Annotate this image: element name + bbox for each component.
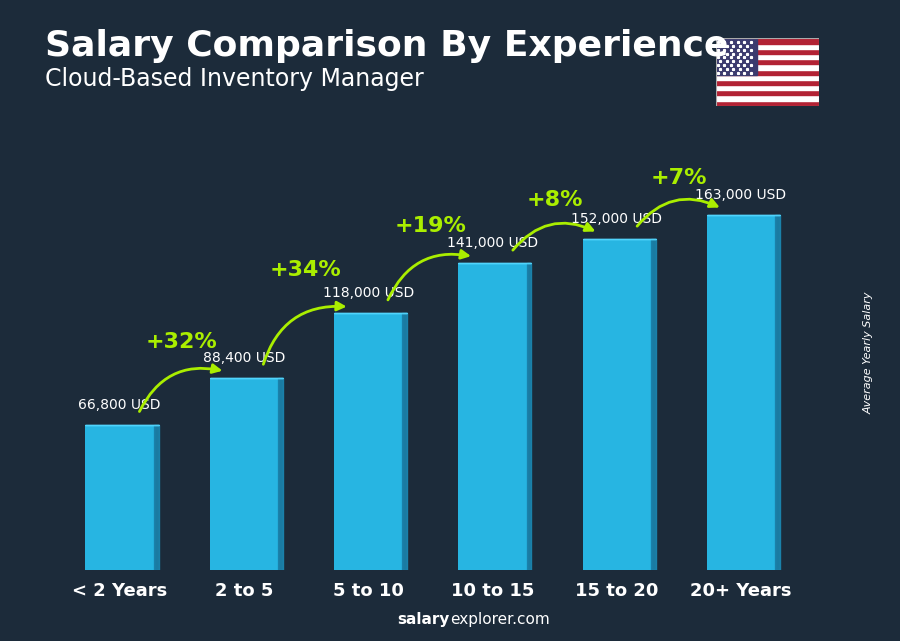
Bar <box>716 38 819 44</box>
FancyBboxPatch shape <box>526 263 531 570</box>
Text: Average Yearly Salary: Average Yearly Salary <box>863 291 874 414</box>
Text: +32%: +32% <box>146 331 218 352</box>
Bar <box>716 49 819 54</box>
Bar <box>706 215 775 570</box>
Bar <box>716 69 819 75</box>
Bar <box>210 378 278 570</box>
Text: 163,000 USD: 163,000 USD <box>696 188 787 202</box>
Bar <box>458 263 526 570</box>
Text: 66,800 USD: 66,800 USD <box>78 398 161 412</box>
Text: +8%: +8% <box>526 190 583 210</box>
Bar <box>716 38 757 75</box>
Bar <box>716 85 819 90</box>
FancyBboxPatch shape <box>154 425 158 570</box>
Text: Salary Comparison By Experience: Salary Comparison By Experience <box>45 29 728 63</box>
FancyBboxPatch shape <box>278 378 283 570</box>
Bar <box>716 101 819 106</box>
Bar <box>716 80 819 85</box>
FancyBboxPatch shape <box>651 239 656 570</box>
Bar <box>716 96 819 101</box>
Bar <box>86 425 154 570</box>
Text: 88,400 USD: 88,400 USD <box>202 351 285 365</box>
Text: salary: salary <box>398 612 450 627</box>
Text: 152,000 USD: 152,000 USD <box>572 212 662 226</box>
Bar <box>582 239 651 570</box>
Bar <box>716 54 819 59</box>
Bar <box>716 59 819 64</box>
Text: explorer.com: explorer.com <box>450 612 550 627</box>
Text: +34%: +34% <box>270 260 342 279</box>
Text: 141,000 USD: 141,000 USD <box>447 236 538 250</box>
Bar <box>716 64 819 69</box>
Text: 118,000 USD: 118,000 USD <box>322 287 414 300</box>
FancyBboxPatch shape <box>775 215 780 570</box>
Bar <box>334 313 402 570</box>
Text: +19%: +19% <box>394 216 466 236</box>
Bar <box>716 90 819 96</box>
Text: +7%: +7% <box>651 168 707 188</box>
Bar <box>716 75 819 80</box>
FancyBboxPatch shape <box>402 313 407 570</box>
Bar <box>716 44 819 49</box>
Text: Cloud-Based Inventory Manager: Cloud-Based Inventory Manager <box>45 67 424 91</box>
